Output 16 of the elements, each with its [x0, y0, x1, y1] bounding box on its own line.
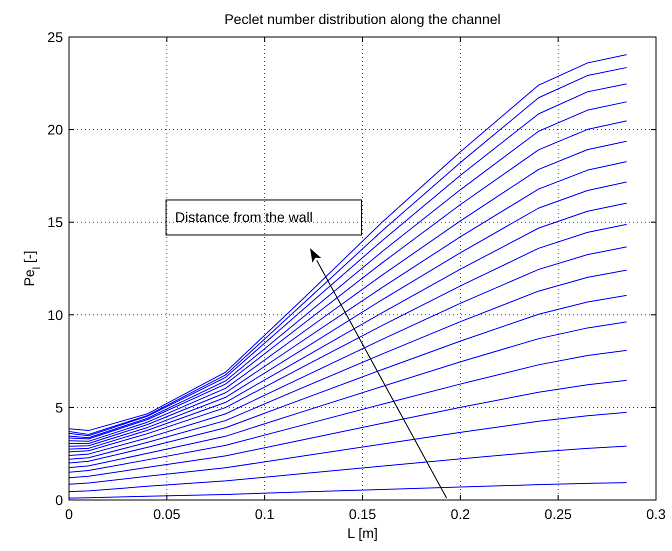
- x-tick-label: 0.3: [646, 506, 666, 522]
- x-axis-title: L [m]: [347, 525, 378, 541]
- x-tick-label: 0.05: [153, 506, 181, 522]
- y-tick-label: 15: [47, 214, 64, 230]
- x-tick-label: 0.1: [254, 506, 275, 522]
- x-tick-label: 0.15: [348, 506, 376, 522]
- chart-title: Peclet number distribution along the channel: [224, 11, 501, 27]
- y-tick-label: 25: [47, 29, 64, 45]
- y-tick-label: 10: [47, 306, 64, 323]
- y-tick-label: 20: [47, 122, 64, 138]
- y-tick-label: 0: [55, 492, 64, 508]
- y-tick-label: 5: [55, 399, 64, 416]
- x-tick-label: 0: [65, 506, 74, 522]
- x-tick-label: 0.2: [450, 506, 470, 522]
- annotation: Distance from the wall: [175, 208, 313, 225]
- x-tick-label: 0.25: [544, 506, 572, 522]
